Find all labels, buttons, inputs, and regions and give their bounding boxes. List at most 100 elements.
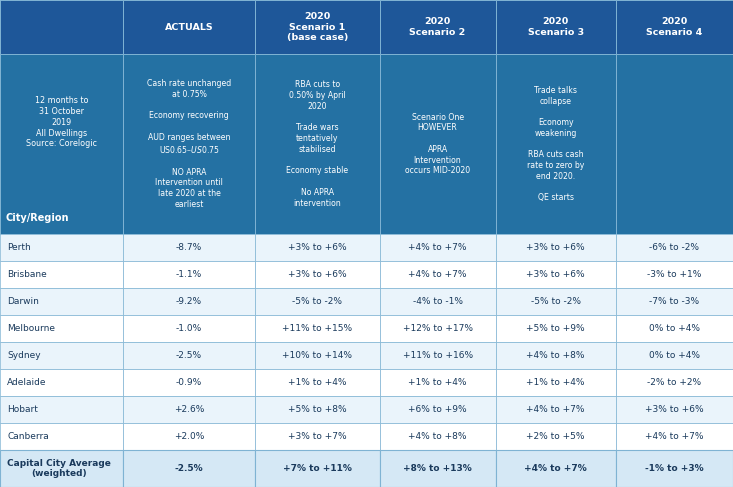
- Text: +5% to +9%: +5% to +9%: [526, 324, 585, 333]
- Bar: [496, 54, 616, 234]
- Bar: [123, 450, 255, 487]
- Text: Canberra: Canberra: [7, 432, 49, 441]
- Bar: [616, 396, 733, 423]
- Text: Cash rate unchanged
at 0.75%

Economy recovering

AUD ranges between
US$0.65–US$: Cash rate unchanged at 0.75% Economy rec…: [147, 79, 231, 209]
- Bar: [0, 369, 123, 396]
- Bar: [255, 423, 380, 450]
- Bar: [380, 342, 496, 369]
- Text: Brisbane: Brisbane: [7, 270, 47, 279]
- Text: RBA cuts to
0.50% by April
2020

Trade wars
tentatively
stabilised

Economy stab: RBA cuts to 0.50% by April 2020 Trade wa…: [287, 80, 348, 207]
- Bar: [0, 315, 123, 342]
- Text: +3% to +7%: +3% to +7%: [288, 432, 347, 441]
- Text: Capital City Average
(weighted): Capital City Average (weighted): [7, 459, 111, 478]
- Text: -2.5%: -2.5%: [174, 464, 204, 473]
- Bar: [616, 54, 733, 234]
- Bar: [255, 234, 380, 261]
- Text: Adelaide: Adelaide: [7, 378, 47, 387]
- Bar: [380, 54, 496, 234]
- Bar: [123, 261, 255, 288]
- Text: City/Region: City/Region: [6, 213, 70, 223]
- Text: +4% to +8%: +4% to +8%: [526, 351, 585, 360]
- Bar: [255, 261, 380, 288]
- Bar: [123, 54, 255, 234]
- Text: Hobart: Hobart: [7, 405, 38, 414]
- Text: +1% to +4%: +1% to +4%: [288, 378, 347, 387]
- Bar: [380, 234, 496, 261]
- Text: +2.6%: +2.6%: [174, 405, 205, 414]
- Text: 2020
Scenario 4: 2020 Scenario 4: [647, 17, 702, 37]
- Text: +4% to +7%: +4% to +7%: [524, 464, 587, 473]
- Text: +10% to +14%: +10% to +14%: [282, 351, 353, 360]
- Bar: [255, 369, 380, 396]
- Bar: [255, 342, 380, 369]
- Bar: [123, 369, 255, 396]
- Bar: [123, 0, 255, 54]
- Text: +6% to +9%: +6% to +9%: [408, 405, 467, 414]
- Bar: [0, 423, 123, 450]
- Bar: [616, 261, 733, 288]
- Bar: [496, 261, 616, 288]
- Text: -8.7%: -8.7%: [176, 243, 202, 252]
- Bar: [0, 450, 123, 487]
- Text: +7% to +11%: +7% to +11%: [283, 464, 352, 473]
- Bar: [380, 450, 496, 487]
- Bar: [255, 54, 380, 234]
- Text: +1% to +4%: +1% to +4%: [526, 378, 585, 387]
- Text: 2020
Scenario 3: 2020 Scenario 3: [528, 17, 583, 37]
- Bar: [616, 315, 733, 342]
- Text: Perth: Perth: [7, 243, 31, 252]
- Bar: [123, 315, 255, 342]
- Text: -4% to -1%: -4% to -1%: [413, 297, 463, 306]
- Bar: [0, 0, 123, 54]
- Bar: [255, 396, 380, 423]
- Text: -2.5%: -2.5%: [176, 351, 202, 360]
- Bar: [616, 288, 733, 315]
- Text: -2% to +2%: -2% to +2%: [647, 378, 701, 387]
- Bar: [123, 423, 255, 450]
- Text: +3% to +6%: +3% to +6%: [526, 243, 585, 252]
- Text: +3% to +6%: +3% to +6%: [288, 243, 347, 252]
- Text: -5% to -2%: -5% to -2%: [292, 297, 342, 306]
- Text: -1.1%: -1.1%: [176, 270, 202, 279]
- Bar: [616, 423, 733, 450]
- Bar: [123, 396, 255, 423]
- Text: +1% to +4%: +1% to +4%: [408, 378, 467, 387]
- Bar: [496, 315, 616, 342]
- Bar: [255, 450, 380, 487]
- Text: -6% to -2%: -6% to -2%: [649, 243, 699, 252]
- Bar: [380, 288, 496, 315]
- Text: 12 months to
31 October
2019
All Dwellings
Source: Corelogic: 12 months to 31 October 2019 All Dwellin…: [26, 96, 97, 149]
- Text: +11% to +15%: +11% to +15%: [282, 324, 353, 333]
- Bar: [616, 369, 733, 396]
- Text: -1% to +3%: -1% to +3%: [645, 464, 704, 473]
- Bar: [616, 450, 733, 487]
- Text: +4% to +7%: +4% to +7%: [645, 432, 704, 441]
- Text: +3% to +6%: +3% to +6%: [526, 270, 585, 279]
- Bar: [496, 396, 616, 423]
- Text: +3% to +6%: +3% to +6%: [288, 270, 347, 279]
- Bar: [0, 234, 123, 261]
- Text: Melbourne: Melbourne: [7, 324, 55, 333]
- Text: Trade talks
collapse

Economy
weakening

RBA cuts cash
rate to zero by
end 2020.: Trade talks collapse Economy weakening R…: [527, 86, 584, 202]
- Text: ACTUALS: ACTUALS: [165, 22, 213, 32]
- Bar: [616, 0, 733, 54]
- Bar: [496, 450, 616, 487]
- Text: Darwin: Darwin: [7, 297, 39, 306]
- Text: -1.0%: -1.0%: [176, 324, 202, 333]
- Text: +5% to +8%: +5% to +8%: [288, 405, 347, 414]
- Text: Sydney: Sydney: [7, 351, 41, 360]
- Bar: [616, 342, 733, 369]
- Text: +4% to +8%: +4% to +8%: [408, 432, 467, 441]
- Bar: [0, 288, 123, 315]
- Text: +2% to +5%: +2% to +5%: [526, 432, 585, 441]
- Text: Scenario One
HOWEVER

APRA
Intervention
occurs MID-2020: Scenario One HOWEVER APRA Intervention o…: [405, 112, 470, 175]
- Bar: [380, 396, 496, 423]
- Text: +4% to +7%: +4% to +7%: [408, 270, 467, 279]
- Bar: [0, 54, 123, 234]
- Bar: [255, 0, 380, 54]
- Bar: [496, 369, 616, 396]
- Bar: [0, 261, 123, 288]
- Text: +11% to +16%: +11% to +16%: [402, 351, 473, 360]
- Text: -5% to -2%: -5% to -2%: [531, 297, 581, 306]
- Bar: [380, 423, 496, 450]
